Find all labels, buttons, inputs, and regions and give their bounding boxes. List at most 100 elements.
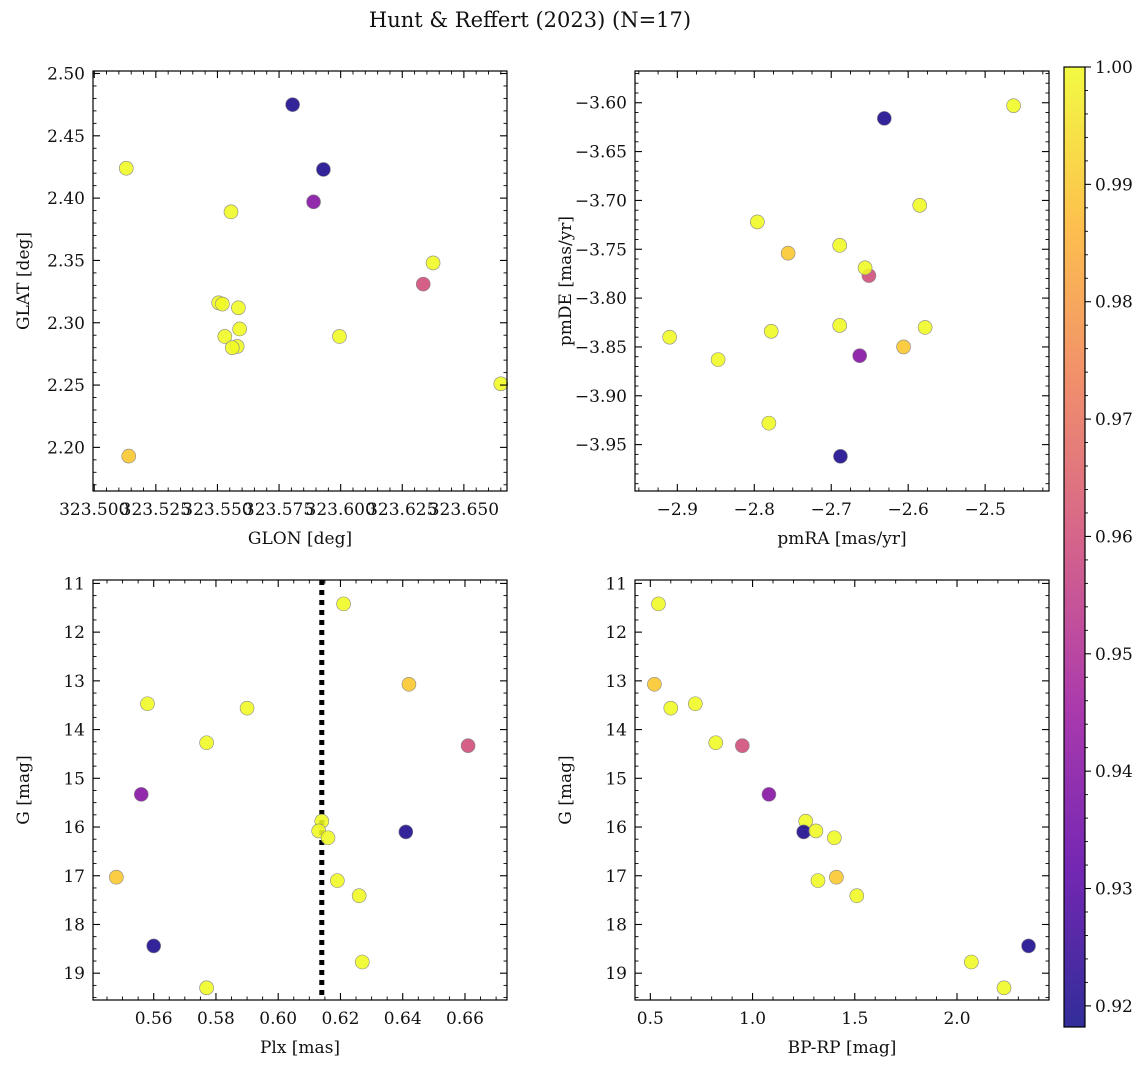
panel-plx-g: 0.56 0.58 0.60 0.62 0.64 0.66 11 12 13 14 15 16 17 18… (14, 574, 508, 1058)
data-point (832, 318, 847, 333)
panel-glon-glat: 323.500323.525323.550323.575323.600323.6… (14, 64, 509, 549)
x-tick-label: 1.5 (841, 1009, 868, 1029)
y-tick-label: 12 (605, 623, 627, 643)
data-point (912, 198, 928, 213)
data-point (121, 448, 137, 464)
colorbar-tick-label: 0.97 (1095, 410, 1133, 430)
colorbar-gradient (1063, 66, 1086, 1028)
y-axis-label: G [mag] (556, 755, 576, 824)
y-tick-label: 19 (63, 964, 85, 984)
data-point (761, 415, 777, 431)
y-tick-label: 18 (605, 915, 627, 935)
data-point (332, 329, 347, 344)
data-point (493, 376, 509, 392)
y-tick-label: −3.60 (575, 94, 627, 114)
y-tick-label: 13 (63, 672, 85, 692)
y-axis-label: pmDE [mas/yr] (556, 216, 576, 346)
data-point (663, 700, 679, 716)
data-point (763, 324, 779, 339)
x-tick-label: 323.550 (182, 500, 252, 520)
data-point (320, 830, 336, 846)
x-tick-label: −2.7 (811, 500, 852, 520)
colorbar: 0.92 0.93 0.94 0.95 0.96 0.97 0.98 0.99 1.00 (1063, 58, 1133, 1028)
data-point (316, 162, 331, 177)
colorbar-tick-label: 0.95 (1095, 645, 1133, 665)
y-tick-label: 15 (605, 769, 627, 789)
colorbar-tick-label: 0.96 (1095, 527, 1133, 547)
data-point (735, 738, 750, 753)
data-point (285, 97, 300, 112)
x-tick-label: 0.56 (135, 1009, 173, 1029)
colorbar-tick-label: 0.93 (1095, 880, 1133, 900)
y-tick-label: 15 (63, 769, 85, 789)
x-tick-label: 0.62 (322, 1009, 360, 1029)
x-tick-label: 0.58 (197, 1009, 235, 1029)
data-point (109, 869, 124, 885)
y-tick-label: 2.35 (47, 251, 85, 271)
x-axis-label: pmRA [mas/yr] (777, 529, 906, 549)
colorbar-tick-label: 0.92 (1095, 997, 1133, 1017)
axes-frame (92, 70, 508, 492)
data-point (829, 869, 844, 885)
data-point (708, 735, 724, 751)
y-tick-label: 16 (605, 818, 627, 838)
x-tick-label: 0.64 (384, 1009, 422, 1029)
y-tick-label: 11 (63, 574, 85, 594)
data-point (662, 329, 677, 345)
x-tick-label: −2.8 (734, 500, 775, 520)
y-tick-label: 19 (605, 964, 627, 984)
data-point (460, 738, 476, 753)
x-tick-label: −2.9 (657, 500, 698, 520)
data-point (415, 276, 431, 292)
data-point (401, 676, 417, 692)
data-point (796, 824, 811, 840)
y-tick-label: 2.50 (47, 64, 85, 84)
y-tick-label: 2.20 (47, 438, 85, 458)
y-axis-label: G [mag] (14, 755, 34, 824)
axes-frame (92, 579, 508, 1001)
axes-frame (634, 579, 1050, 1001)
x-axis-label: Plx [mas] (260, 1038, 340, 1058)
data-point (833, 449, 848, 464)
x-tick-label: −2.6 (888, 500, 929, 520)
colorbar-tick-label: 0.98 (1095, 293, 1133, 313)
y-tick-label: −3.95 (575, 436, 627, 456)
x-tick-label: 0.5 (637, 1009, 664, 1029)
y-tick-label: 18 (63, 915, 85, 935)
y-tick-label: 11 (605, 574, 627, 594)
x-tick-label: 323.625 (367, 500, 437, 520)
y-tick-label: 2.25 (47, 376, 85, 396)
data-point (1021, 938, 1036, 954)
data-point (239, 700, 255, 716)
y-tick-label: −3.65 (575, 143, 627, 163)
data-point (306, 194, 321, 210)
data-point (808, 823, 824, 839)
x-tick-label: 323.525 (121, 500, 191, 520)
data-point (199, 735, 214, 751)
data-point (688, 696, 703, 712)
y-tick-label: 2.45 (47, 127, 85, 147)
x-tick-label: 0.60 (259, 1009, 297, 1029)
data-point (827, 830, 842, 846)
data-point (750, 214, 765, 230)
data-point (199, 980, 214, 996)
data-point (336, 596, 351, 612)
data-point (832, 238, 847, 253)
y-tick-label: −3.80 (575, 289, 627, 309)
data-point (857, 260, 873, 276)
figure-title: Hunt & Reffert (2023) (N=17) (369, 8, 691, 32)
x-tick-label: 323.650 (429, 500, 499, 520)
y-tick-label: 17 (63, 867, 85, 887)
data-point (217, 329, 233, 344)
x-axis-label: BP-RP [mag] (788, 1038, 897, 1058)
data-point (651, 596, 666, 612)
x-tick-label: 1.0 (739, 1009, 766, 1029)
data-point (780, 245, 796, 261)
x-tick-label: 323.500 (59, 500, 129, 520)
panel-bprp-g: 0.5 1.0 1.5 2.0 11 12 13 14 15 16 17 18 19 BP-RP [mag… (556, 574, 1050, 1058)
y-tick-label: 2.30 (47, 314, 85, 334)
data-point (710, 352, 726, 367)
data-point (146, 938, 161, 954)
colorbar-tick-label: 0.94 (1095, 762, 1133, 782)
data-point (896, 339, 911, 355)
